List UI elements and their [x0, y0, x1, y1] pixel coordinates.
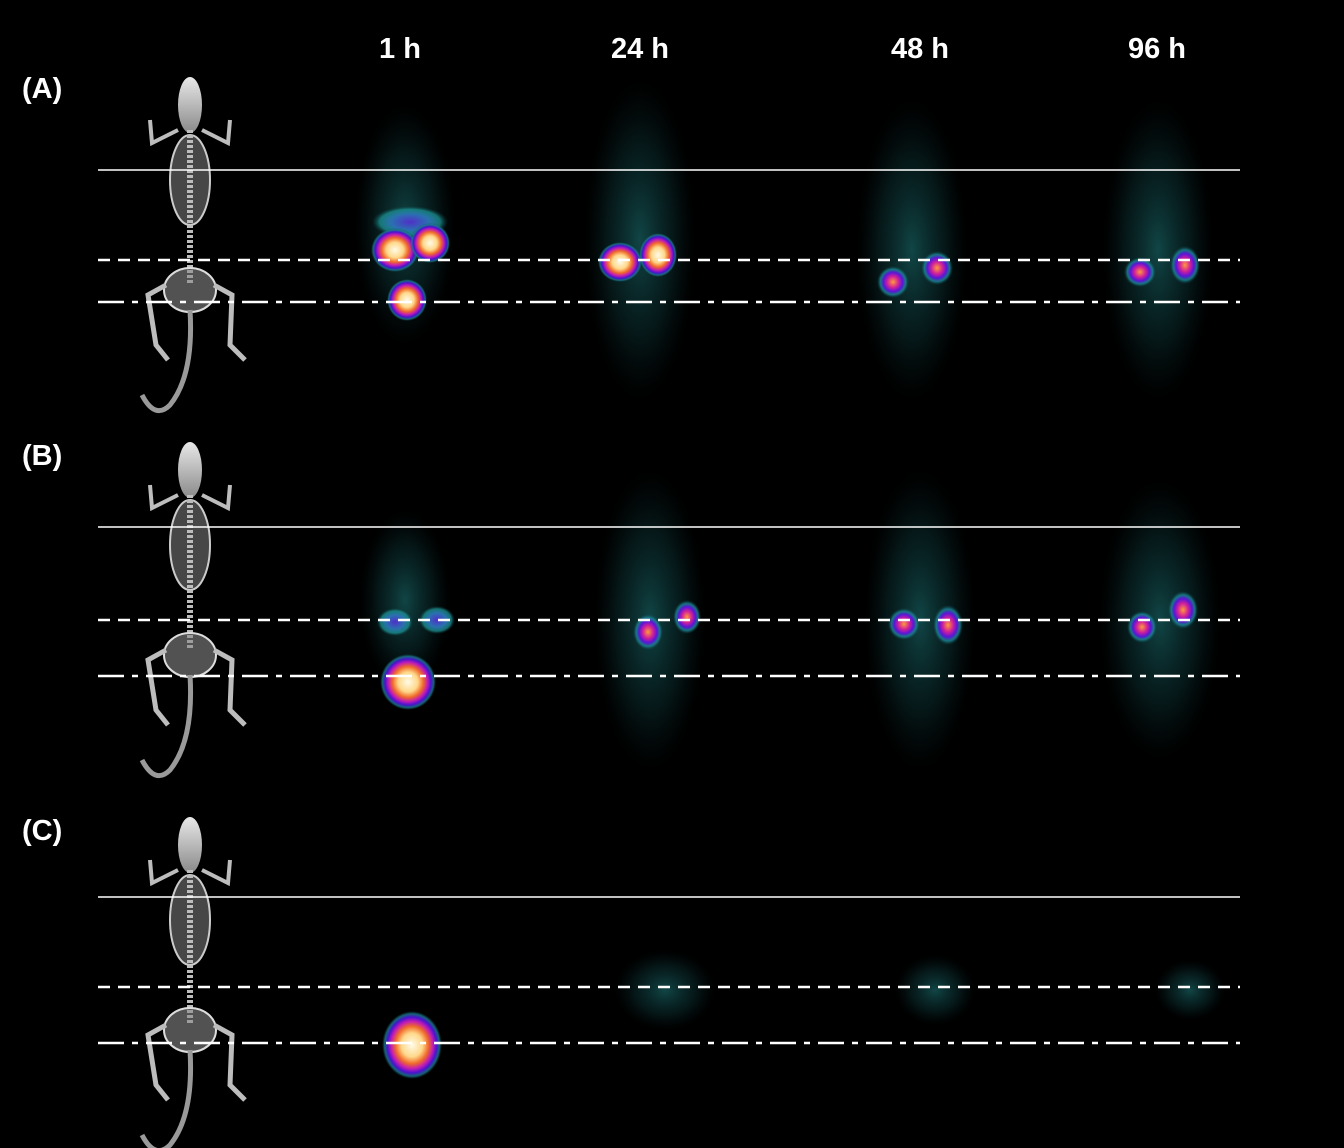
time-label: 24 h	[611, 33, 669, 65]
uptake-spot	[877, 266, 909, 298]
rat-xray	[142, 77, 245, 411]
uptake-spot	[1155, 960, 1225, 1020]
uptake-spot	[639, 233, 677, 277]
uptake-spot	[933, 605, 963, 645]
uptake-spot	[1103, 100, 1213, 400]
uptake-spot	[387, 279, 427, 321]
uptake-spot	[615, 950, 715, 1030]
uptake-spot	[1168, 591, 1198, 629]
uptake-spot	[598, 242, 642, 282]
uptake-spot	[410, 223, 450, 263]
uptake-spot	[380, 654, 436, 710]
uptake-spot	[585, 80, 695, 400]
panel-label: (A)	[22, 73, 62, 105]
uptake-spot	[1124, 257, 1156, 287]
rat-xray	[142, 817, 245, 1148]
uptake-spot	[921, 251, 953, 285]
uptake-spot	[895, 955, 975, 1025]
time-label: 1 h	[379, 33, 421, 65]
panel-label: (B)	[22, 440, 62, 472]
uptake-spot	[377, 608, 413, 636]
uptake-spot	[1127, 611, 1157, 643]
uptake-spot	[888, 608, 920, 640]
uptake-spot	[1170, 246, 1200, 284]
time-label: 48 h	[891, 33, 949, 65]
time-label: 96 h	[1128, 33, 1186, 65]
uptake-spot	[382, 1011, 442, 1079]
panel-label: (C)	[22, 815, 62, 847]
uptake-spot	[673, 600, 701, 634]
rat-xray	[142, 442, 245, 776]
figure: 1 h 24 h 48 h 96 h (A) (B) (C)	[0, 0, 1344, 1148]
page: 1 h24 h48 h96 h(A)(B)(C) (() => { const …	[0, 0, 1344, 1148]
uptake-spot	[857, 100, 967, 400]
